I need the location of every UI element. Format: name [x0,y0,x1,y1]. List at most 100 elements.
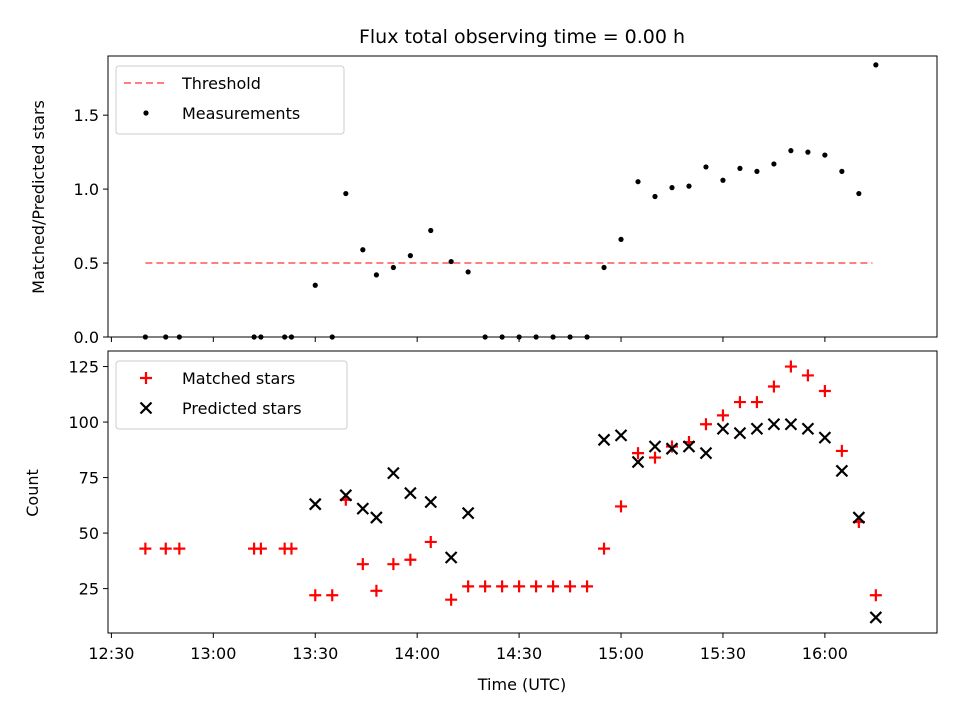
predicted-stars-point-6 [424,495,438,509]
measurements-point-27 [652,193,658,200]
matched-stars-point-36 [801,369,814,382]
matched-stars-point-11 [370,584,383,597]
bottom-panel: 12:30 13:00 13:30 14:00 14:30 15:00 15:30 16:00… [23,350,938,694]
matched-stars-point-13 [404,553,417,566]
x-tick-label-2: 13:30 [292,644,338,663]
matched-stars-point-37 [818,384,831,397]
bottom-legend: Matched stars Predicted stars [115,360,348,430]
matched-stars-point-38 [835,444,848,457]
matched-stars-point-2 [173,542,186,555]
bottom-y-tick-label-1: 50 [79,524,99,543]
top-legend: Threshold Measurements [115,65,345,135]
measurements-point-15 [448,258,454,265]
measurements-point-38 [839,168,845,174]
measurements-point-28 [669,185,675,191]
measurements-point-12 [390,264,396,271]
predicted-stars-point-3 [370,511,383,524]
top-y-tick-label-0: 0.0 [74,328,99,347]
measurements-point-33 [754,168,760,174]
matched-stars-point-24 [598,542,611,555]
measurements-point-39 [856,190,862,197]
matched-stars-point-21 [547,580,560,593]
matched-stars-point-10 [356,558,369,571]
measurements-point-29 [686,183,692,189]
matched-stars-point-32 [733,396,746,409]
predicted-stars-point-25 [869,611,883,624]
measurements-point-11 [373,272,380,278]
predicted-stars-point-8 [461,506,475,520]
top-legend-box [115,65,345,135]
top-plot-area: 0.0 0.5 1.0 1.5 [74,55,938,347]
bottom-legend-box [115,360,348,430]
x-tick-label-7: 16:00 [802,644,848,663]
measurements-point-10 [360,247,366,253]
matched-stars-point-1 [159,542,172,555]
matched-stars-point-15 [445,593,458,606]
legend-label-threshold: Threshold [181,74,261,93]
matched-stars-point-18 [496,580,509,593]
predicted-stars-point-4 [387,466,400,480]
x-axis-label: Time (UTC) [477,675,566,694]
predicted-stars-point-1 [339,489,353,502]
bottom-y-tick-label-4: 125 [68,358,99,377]
top-axes-frame [107,55,938,338]
matched-stars-point-23 [581,580,594,593]
matched-stars-point-31 [716,409,729,422]
measurements-point-31 [720,177,726,183]
predicted-stars-point-5 [404,486,417,500]
matched-stars-point-16 [462,580,475,593]
matched-stars-point-7 [309,589,322,602]
bottom-y-tick-label-2: 75 [79,469,99,488]
predicted-stars-point-7 [444,551,458,564]
predicted-stars-point-11 [631,455,645,469]
measurements-point-26 [635,179,641,185]
bottom-axes-frame [107,350,938,634]
bottom-plot-area: 12:30 13:00 13:30 14:00 14:30 15:00 15:30 16:00… [68,350,938,663]
predicted-stars-point-12 [648,440,662,453]
top-y-tick-label-2: 1.0 [74,180,99,199]
matched-stars-point-0 [139,542,152,555]
predicted-stars-point-2 [356,502,370,515]
measurements-point-40 [873,62,879,68]
chart-title: Flux total observing time = 0.00 h [359,26,685,48]
x-tick-label-1: 13:00 [190,644,236,663]
matched-stars-point-22 [564,580,577,593]
predicted-stars-point-16 [716,422,730,435]
x-tick-label-5: 15:00 [598,644,644,663]
predicted-stars-point-22 [818,431,832,444]
measurements-point-36 [805,149,811,155]
legend-marker-matched-stars [140,372,152,384]
x-tick-label-3: 14:00 [394,644,440,663]
top-y-tick-label-3: 1.5 [74,106,99,125]
matched-stars-point-19 [513,580,526,593]
measurements-point-16 [465,269,471,275]
measurements-point-7 [312,282,318,288]
bottom-y-tick-label-3: 100 [68,413,99,432]
measurements-point-32 [737,165,743,171]
measurements-point-25 [618,236,624,242]
top-y-axis-label: Matched/Predicted stars [29,100,48,294]
legend-marker-predicted-stars [139,401,153,415]
predicted-stars-point-10 [614,429,628,442]
predicted-stars-point-14 [682,440,696,453]
predicted-stars-point-18 [750,422,764,435]
matched-stars-point-12 [387,558,400,571]
legend-label-measurements: Measurements [182,104,300,123]
predicted-stars-point-13 [665,442,679,455]
measurements-point-34 [771,161,777,167]
matched-stars-point-4 [254,542,267,555]
matched-stars-point-40 [869,589,882,602]
measurements-point-14 [428,227,434,234]
matched-stars-point-27 [649,451,662,464]
predicted-stars-point-21 [801,422,815,435]
predicted-stars-point-19 [767,417,781,431]
x-tick-label-6: 15:30 [700,644,746,663]
predicted-stars-point-0 [308,497,322,511]
predicted-stars-point-24 [852,511,866,524]
top-y-tick-label-1: 0.5 [74,254,99,273]
matched-stars-point-28 [665,440,678,453]
matched-stars-point-8 [326,589,339,602]
top-panel: Flux total observing time = 0.00 h 0.00.… [29,26,938,347]
measurements-point-24 [601,264,607,271]
